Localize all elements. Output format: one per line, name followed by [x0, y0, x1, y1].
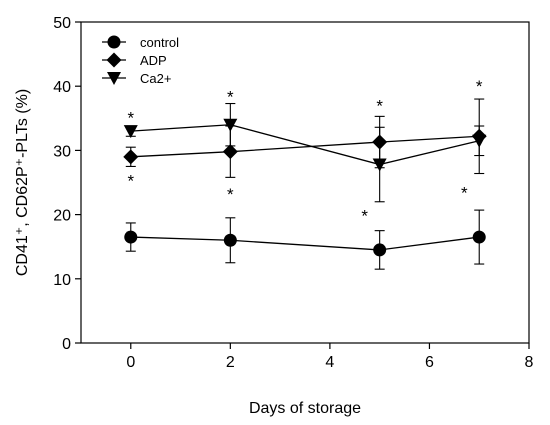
significance-marker: * [127, 171, 134, 190]
significance-marker: * [476, 77, 483, 96]
x-tick-label: 0 [126, 354, 135, 371]
series-line [130, 236, 480, 251]
series-adp [123, 98, 487, 178]
data-point [373, 243, 387, 257]
y-tick-label: 20 [53, 208, 71, 225]
significance-marker: * [376, 96, 383, 115]
data-point [124, 230, 138, 244]
y-tick-label: 30 [53, 143, 71, 160]
axes-group: 0 2 4 6 8 0 10 20 30 40 50 [53, 15, 533, 371]
significance-marker: * [227, 87, 234, 106]
series-line [130, 124, 480, 166]
annotations-group: * * * * * * * * [127, 77, 482, 226]
y-axis-title: CD41⁺, CD62P⁺-PLTs (%) [14, 89, 31, 276]
series-group [123, 98, 487, 270]
y-tick-label: 50 [53, 15, 71, 32]
data-point [222, 144, 238, 160]
legend-item: ADP [102, 52, 167, 68]
data-point [372, 158, 387, 172]
data-point [123, 149, 139, 165]
legend-label: ADP [140, 53, 167, 68]
series-line [130, 135, 480, 158]
legend: control ADP Ca2+ [102, 35, 179, 86]
legend-item: control [102, 35, 179, 50]
significance-marker: * [227, 185, 234, 204]
legend-label: control [140, 35, 179, 50]
data-point [472, 230, 486, 244]
significance-marker: * [361, 207, 368, 226]
legend-marker [106, 52, 122, 68]
significance-marker: * [461, 184, 468, 203]
x-tick-label: 2 [226, 354, 235, 371]
data-point [223, 233, 237, 247]
data-point [472, 134, 487, 148]
x-axis-title: Days of storage [249, 400, 361, 417]
y-tick-label: 0 [62, 336, 71, 353]
legend-marker [107, 72, 121, 85]
legend-item: Ca2+ [102, 71, 171, 86]
series-control [124, 209, 486, 270]
plot-frame [80, 21, 530, 344]
data-point [223, 118, 238, 132]
data-point [123, 125, 138, 139]
y-tick-label: 40 [53, 79, 71, 96]
x-tick-label: 8 [525, 354, 534, 371]
x-tick-label: 4 [325, 354, 334, 371]
x-tick-label: 6 [425, 354, 434, 371]
significance-marker: * [127, 108, 134, 127]
legend-label: Ca2+ [140, 71, 171, 86]
y-tick-label: 10 [53, 272, 71, 289]
legend-marker [107, 35, 121, 49]
series-ca2 [123, 102, 487, 203]
